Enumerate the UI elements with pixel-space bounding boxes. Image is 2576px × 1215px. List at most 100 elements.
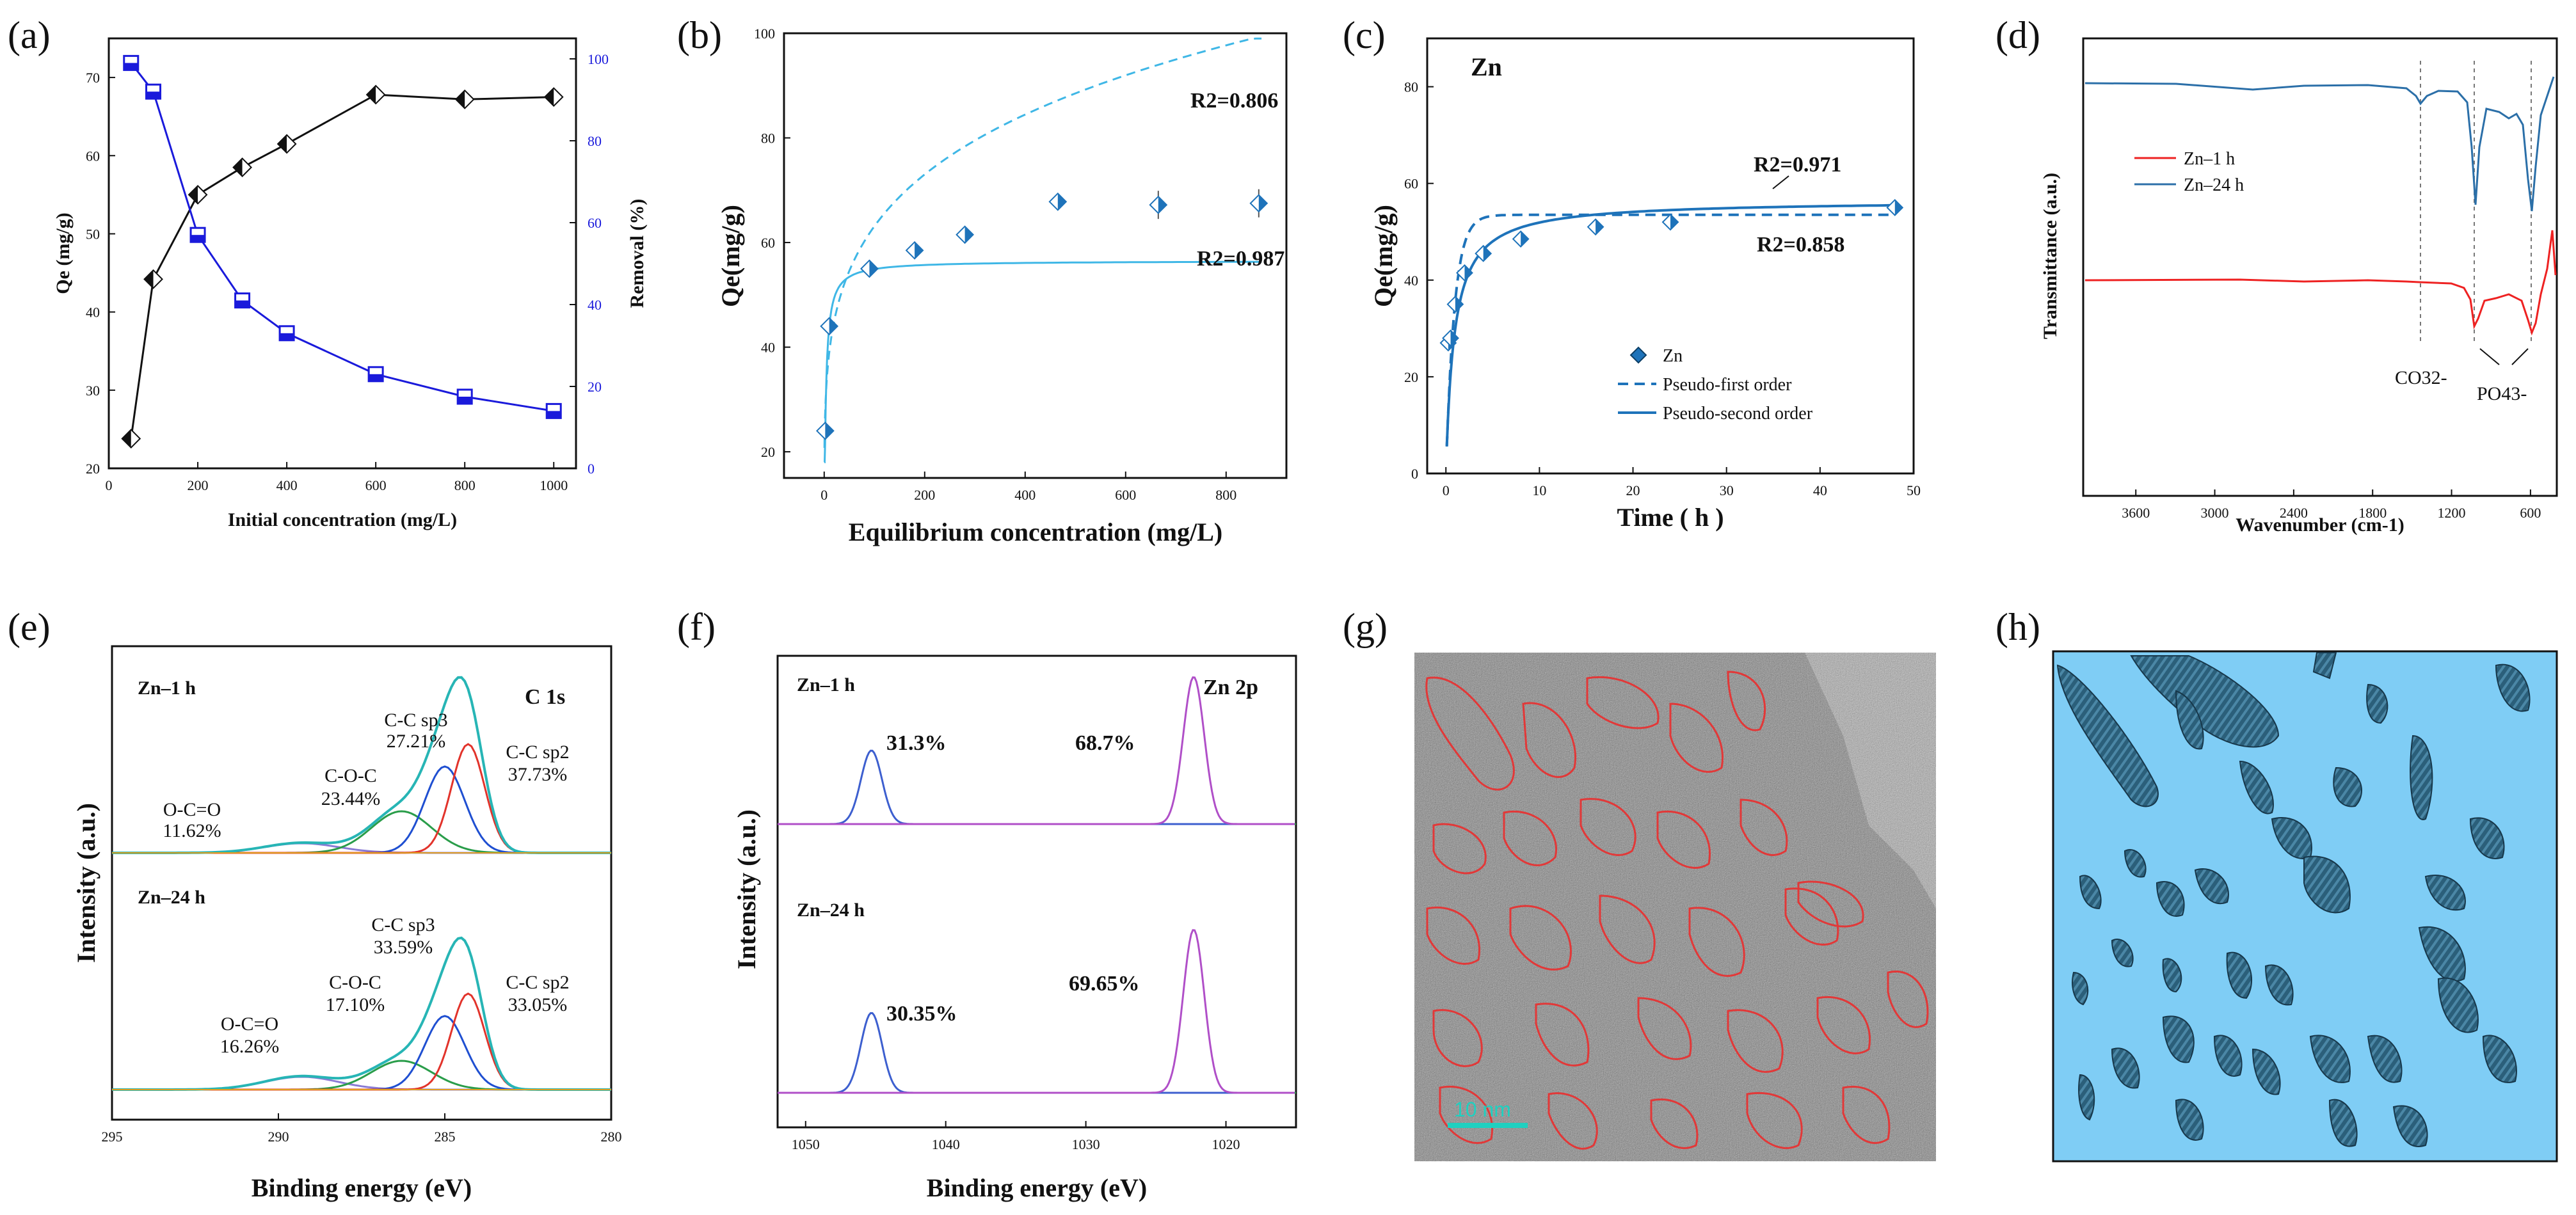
d-xtick-label-5: 600 [2520,505,2541,521]
legend-label-second-order: Pseudo-second order [1663,404,1813,424]
a-xtick-label-4: 800 [454,477,476,493]
c-xtick-label-4: 40 [1813,482,1827,498]
point-c-half-4 [1483,246,1491,262]
removal-point-half-3 [235,300,250,308]
qe-point-5-half [367,85,376,104]
c-ytick-label-0: 0 [1411,466,1418,482]
b-xtick-label-2: 400 [1014,487,1036,503]
point-c-half-2 [1455,296,1463,312]
a-right-ytick-label-2: 40 [588,297,602,313]
langmuir-fit-dashed [823,37,1262,449]
a-xtick-label-1: 200 [188,477,209,493]
c-ytick-label-2: 40 [1404,273,1418,289]
e-xtick-label-3: 280 [601,1129,622,1145]
c-xtick-label-5: 50 [1907,482,1921,498]
peak-value-e1-0: 11.62% [163,820,221,841]
qe-series-line [130,93,554,439]
po4-arrow-1 [2479,348,2500,365]
panel-c: (c) Zn 0 10 20 30 40 50 0 20 40 60 80 R2=0.971 R2… [1343,14,1921,532]
e-xtick-label-1: 290 [268,1129,289,1145]
point-c-half-8 [1894,200,1903,216]
plot-frame-e [111,645,612,1121]
x-axis-label-e: Binding energy (eV) [252,1173,472,1202]
a-right-ytick-label-5: 100 [588,51,609,67]
qe-point-4-half [278,134,287,153]
sample-label-e2: Zn–24 h [138,887,205,908]
d-xtick-label-3: 1800 [2358,505,2387,521]
f-xtick-label-0: 1050 [792,1136,820,1152]
peak-value-e2-3: 33.05% [508,994,568,1015]
x-axis-label-f: Binding energy (eV) [927,1173,1147,1202]
peak-name-e2-0: O-C=O [221,1013,278,1035]
po4-annotation: PO43- [2477,383,2527,404]
b-ytick-label-4: 100 [754,26,775,42]
qe-point-6-half [456,90,465,109]
y-axis-label-c: Qe(mg/g) [1369,205,1398,307]
x-axis-label-a: Initial concentration (mg/L) [228,509,457,530]
point-b-half-2 [869,260,878,277]
a-ytick-label-2: 40 [86,305,100,321]
scale-bar-label: 10 nm [1454,1098,1511,1121]
point-b-half-1 [829,317,838,335]
sample-label-f2: Zn–24 h [797,900,865,921]
peak-value-f1-0: 31.3% [886,731,947,755]
x-axis-label-c: Time ( h ) [1617,503,1724,532]
a-xtick-label-3: 600 [365,477,387,493]
a-ytick-label-1: 30 [86,383,100,399]
ftir-zn-24h-spectrum [2084,76,2555,212]
f-xtick-label-1: 1040 [932,1136,960,1152]
e-xtick-label-0: 295 [102,1129,123,1145]
b-ytick-label-2: 60 [761,235,775,251]
point-b-half-3 [915,242,924,259]
lattice-domain-outlines [1425,671,1929,1150]
panel-e: (e) C 1s 295 290 285 280 Zn–1 h Zn–24 h O-C… [8,606,622,1202]
point-c-half-3 [1464,265,1473,281]
d-xtick-label-4: 1200 [2438,505,2466,521]
r2-pointer [1772,175,1789,189]
panel-a: (a) 0 200 400 600 800 1000 20 30 40 50 60 70 0 20 40… [8,14,648,530]
b-xtick-label-0: 0 [820,487,828,503]
a-xtick-label-0: 0 [106,477,113,493]
panel-title-e: C 1s [525,685,565,709]
sample-label-f1: Zn–1 h [797,674,855,695]
c-xtick-label-2: 20 [1626,482,1640,498]
r2-annotation-b2: R2=0.987 [1197,247,1284,271]
peak-name-e2-1: C-O-C [329,972,381,993]
qe-point-2-half [189,186,198,204]
peak-value-e1-3: 37.73% [508,764,568,785]
a-right-ytick-label-0: 0 [588,461,595,477]
point-c-half-7 [1670,214,1678,230]
panel-h: (h) [1996,606,2558,1163]
x-axis-label-d: Wavenumber (cm-1) [2236,514,2404,536]
r2-annotation-c1: R2=0.971 [1754,153,1841,177]
y-axis-label-e: Intensity (a.u.) [72,803,100,963]
a-right-ytick-label-1: 20 [588,379,602,395]
removal-point-half-4 [280,333,294,340]
y-axis-label-b: Qe(mg/g) [716,205,745,307]
point-c-half-1 [1450,330,1459,346]
a-ytick-label-4: 60 [86,148,100,164]
peak-name-e2-2: C-C sp3 [371,914,435,935]
b-xtick-label-4: 800 [1215,487,1236,503]
b-ytick-label-3: 80 [761,131,775,147]
zn2p-1-2-peak-1 [778,929,1295,1094]
panel-f: (f) Zn 2p 1050 1040 1030 1020 Zn–1 h Zn–24 … [677,606,1297,1202]
plot-frame-f [776,655,1297,1129]
y-axis-label-d: Transmittance (a.u.) [2040,173,2061,339]
y2-axis-label-a: Removal (%) [627,199,648,308]
panel-title-f: Zn 2p [1203,676,1258,699]
c-xtick-label-3: 30 [1720,482,1734,498]
removal-point-half-2 [191,235,205,242]
c-ytick-label-1: 20 [1404,369,1418,385]
e-xtick-label-2: 285 [435,1129,456,1145]
panel-g: (g) [1343,606,1936,1161]
plot-frame-d [2082,37,2558,497]
peak-name-e1-3: C-C sp2 [506,742,569,763]
plot-frame-c [1426,37,1915,475]
po4-arrow-2 [2511,348,2529,365]
peak-name-e1-0: O-C=O [163,799,221,820]
panel-label-f: (f) [677,606,716,648]
scale-bar [1448,1123,1528,1128]
c1s-component-0-0 [112,842,611,854]
